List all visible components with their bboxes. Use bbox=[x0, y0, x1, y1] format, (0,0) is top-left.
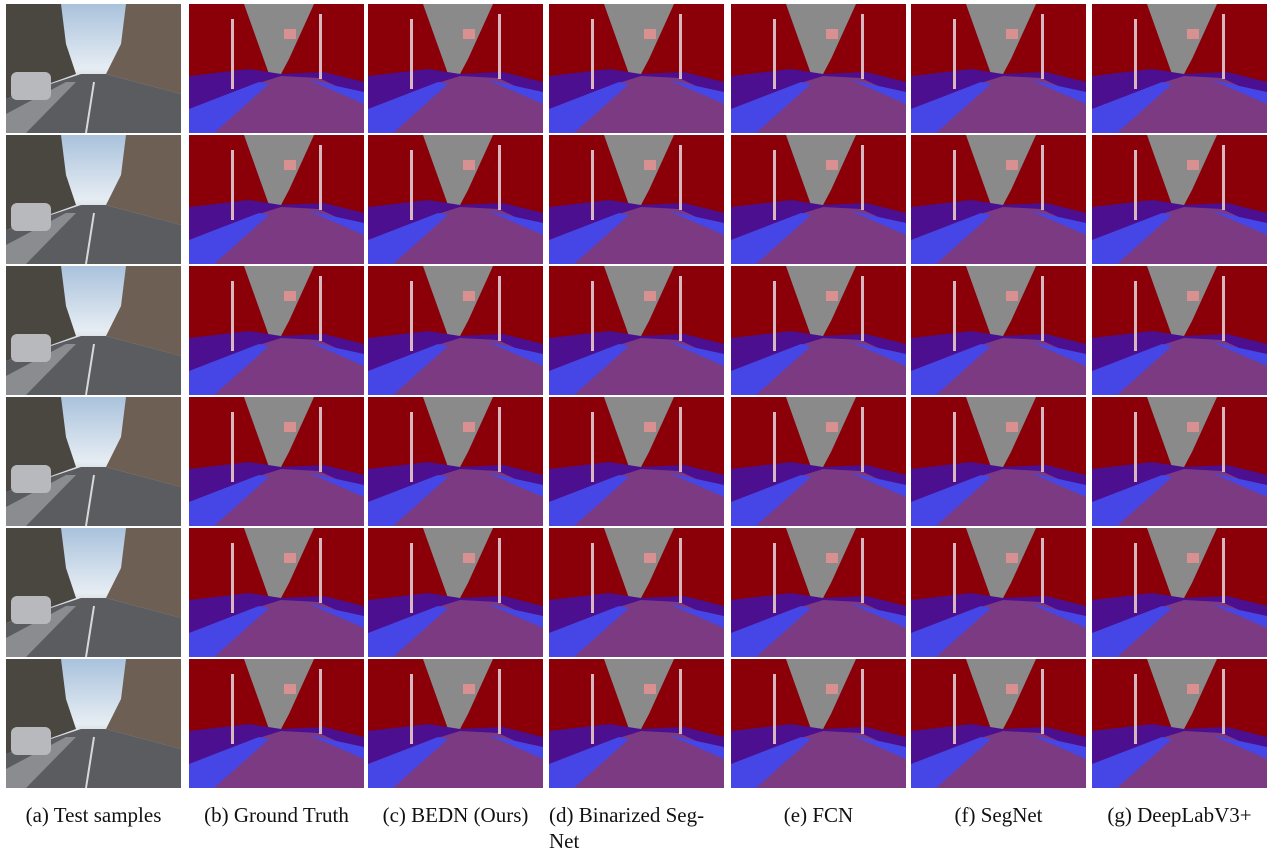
segmentation-image bbox=[549, 659, 724, 788]
test-image bbox=[6, 528, 181, 657]
caption-line: (e) FCN bbox=[731, 802, 906, 828]
test-image bbox=[6, 135, 181, 264]
segmentation-image bbox=[368, 4, 543, 133]
segmentation-image bbox=[189, 659, 364, 788]
segmentation-image bbox=[731, 135, 906, 264]
segmentation-image bbox=[1092, 4, 1267, 133]
segmentation-image bbox=[1092, 135, 1267, 264]
caption-line: (b) Ground Truth bbox=[189, 802, 364, 828]
segmentation-image bbox=[549, 135, 724, 264]
segmentation-image bbox=[911, 397, 1086, 526]
caption-line: Net bbox=[549, 828, 724, 854]
caption-line: (g) DeepLabV3+ bbox=[1092, 802, 1267, 828]
segmentation-image bbox=[911, 266, 1086, 395]
segmentation-image bbox=[731, 266, 906, 395]
segmentation-image bbox=[549, 528, 724, 657]
segmentation-image bbox=[1092, 528, 1267, 657]
figure-grid bbox=[0, 0, 1272, 795]
page: (a) Test samples (b) Ground Truth(c) BEDN… bbox=[0, 0, 1272, 855]
segmentation-image bbox=[549, 266, 724, 395]
caption: (d) Binarized Seg-Net bbox=[549, 802, 724, 854]
caption: (f) SegNet bbox=[911, 802, 1086, 828]
segmentation-image bbox=[189, 4, 364, 133]
segmentation-image bbox=[189, 528, 364, 657]
segmentation-image bbox=[368, 528, 543, 657]
test-image bbox=[6, 4, 181, 133]
segmentation-image bbox=[1092, 397, 1267, 526]
segmentation-image bbox=[911, 135, 1086, 264]
segmentation-image bbox=[368, 266, 543, 395]
caption-line: (c) BEDN (Ours) bbox=[368, 802, 543, 828]
segmentation-image bbox=[189, 397, 364, 526]
segmentation-image bbox=[549, 397, 724, 526]
segmentation-image bbox=[731, 4, 906, 133]
caption: (a) Test samples bbox=[6, 802, 181, 828]
test-image bbox=[6, 397, 181, 526]
test-image bbox=[6, 266, 181, 395]
segmentation-image bbox=[1092, 659, 1267, 788]
segmentation-image bbox=[911, 528, 1086, 657]
segmentation-image bbox=[368, 135, 543, 264]
caption: (g) DeepLabV3+ bbox=[1092, 802, 1267, 828]
segmentation-image bbox=[189, 266, 364, 395]
caption-line: (d) Binarized Seg- bbox=[549, 802, 724, 828]
caption: (b) Ground Truth bbox=[189, 802, 364, 828]
caption-line: (a) Test samples bbox=[6, 802, 181, 828]
caption: (c) BEDN (Ours) bbox=[368, 802, 543, 828]
segmentation-image bbox=[368, 659, 543, 788]
segmentation-image bbox=[189, 135, 364, 264]
segmentation-image bbox=[549, 4, 724, 133]
test-image bbox=[6, 659, 181, 788]
segmentation-image bbox=[911, 4, 1086, 133]
segmentation-image bbox=[911, 659, 1086, 788]
caption-line: (f) SegNet bbox=[911, 802, 1086, 828]
segmentation-image bbox=[731, 397, 906, 526]
segmentation-image bbox=[731, 528, 906, 657]
segmentation-image bbox=[368, 397, 543, 526]
caption: (e) FCN bbox=[731, 802, 906, 828]
segmentation-image bbox=[1092, 266, 1267, 395]
segmentation-image bbox=[731, 659, 906, 788]
